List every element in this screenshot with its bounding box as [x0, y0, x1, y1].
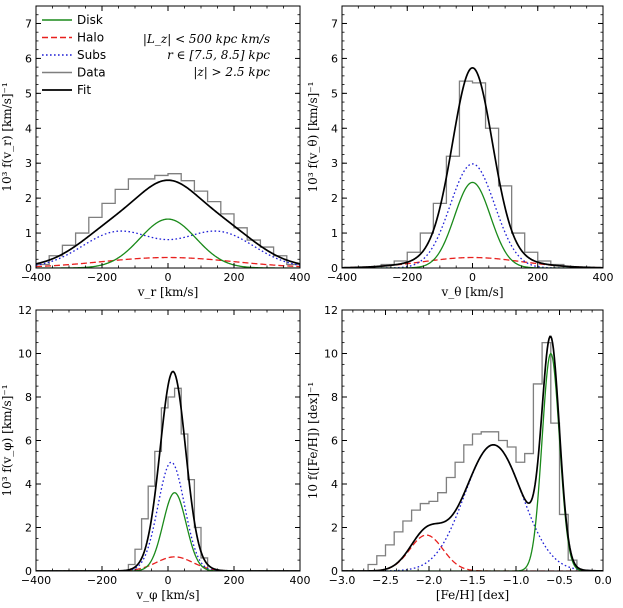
x-tick-label: 0: [165, 271, 172, 284]
legend-label-fit: Fit: [77, 83, 91, 97]
x-tick-label: −200: [87, 574, 117, 587]
disk-curve: [342, 352, 603, 571]
y-tick-label: 10: [18, 348, 32, 361]
y-tick-label: 5: [25, 87, 32, 100]
y-tick-label: 8: [331, 391, 338, 404]
x-tick-label: −200: [392, 271, 422, 284]
y-tick-label: 4: [25, 478, 32, 491]
panel-vtheta: −400 −200 0 200 400 0 1 2 3 4 5 6 7 v_θ [km/s] 10³ f(v…: [306, 5, 614, 299]
y-tick-label: 2: [331, 522, 338, 535]
x-axis-label: v_θ [km/s]: [440, 285, 503, 299]
y-tick-label: 7: [331, 17, 338, 30]
x-tick-label: −2.0: [416, 574, 443, 587]
y-tick-label: 0: [331, 262, 338, 275]
subs-curve: [342, 163, 603, 268]
legend-label-subs: Subs: [77, 48, 106, 62]
x-tick-label: −1.0: [503, 574, 530, 587]
y-tick-label: 3: [25, 157, 32, 170]
y-axis-label: 10³ f(v_φ) [km/s]⁻¹: [0, 384, 14, 496]
data-histogram: [36, 173, 300, 268]
y-tick-label: 0: [25, 262, 32, 275]
panel-feh: −3.0 −2.5 −2.0 −1.5 −1.0 −0.5 0.0 0 2 4 6 8 10 12 [Fe/…: [306, 304, 612, 602]
x-tick-label: 200: [224, 574, 245, 587]
annotation-line: r ∈ [7.5, 8.5] kpc: [167, 48, 270, 62]
y-axis-label: 10³ f(v_θ) [km/s]⁻¹: [306, 82, 320, 193]
y-tick-label: 5: [331, 87, 338, 100]
x-tick-label: 400: [290, 271, 311, 284]
y-tick-label: 10: [324, 348, 338, 361]
fit-curve: [36, 370, 300, 571]
y-tick-label: 12: [18, 304, 32, 317]
x-axis-label: [Fe/H] [dex]: [436, 588, 509, 602]
y-tick-label: 8: [25, 391, 32, 404]
x-tick-label: −400: [21, 271, 51, 284]
x-tick-label: −0.5: [546, 574, 573, 587]
selection-annotation: |L_z| < 500 kpc km/s r ∈ [7.5, 8.5] kpc |z…: [143, 32, 270, 79]
annotation-line: |L_z| < 500 kpc km/s: [143, 32, 270, 46]
y-tick-label: 2: [331, 192, 338, 205]
y-tick-label: 3: [331, 157, 338, 170]
y-tick-label: 4: [331, 478, 338, 491]
data-histogram: [367, 341, 578, 571]
y-tick-label: 1: [25, 227, 32, 240]
y-tick-label: 2: [25, 522, 32, 535]
y-tick-label: 4: [331, 122, 338, 135]
plot-area: [342, 66, 603, 268]
y-tick-label: 6: [25, 435, 32, 448]
axes-frame: [341, 5, 604, 269]
y-tick-label: 1: [331, 227, 338, 240]
y-tick-label: 6: [25, 52, 32, 65]
y-tick-label: 12: [324, 304, 338, 317]
y-tick-label: 2: [25, 192, 32, 205]
y-axis-label: 10 f([Fe/H]) [dex]⁻¹: [306, 382, 320, 499]
x-tick-label: 0.0: [594, 574, 612, 587]
x-tick-label: −400: [327, 271, 357, 284]
legend: Disk Halo Subs Data Fit: [42, 13, 106, 97]
x-tick-label: 200: [527, 271, 548, 284]
halo-curve: [342, 534, 603, 571]
x-axis-label: v_φ [km/s]: [135, 588, 199, 602]
fit-curve: [342, 66, 603, 268]
x-tick-label: −2.5: [372, 574, 399, 587]
x-tick-label: −200: [87, 271, 117, 284]
panel-vphi: −400 −200 0 200 400 0 2 4 6 8 10 12 v_φ [km/s] 10³ f(…: [0, 304, 311, 602]
y-tick-label: 6: [331, 52, 338, 65]
disk-curve: [36, 492, 300, 571]
subs-curve: [36, 230, 300, 266]
axes-frame: [35, 309, 301, 572]
panel-vr: −400 −200 0 200 400 0 1 2 3 4 5 6 7 v_r [km/s] 10³ f(v…: [0, 5, 311, 299]
y-axis-label: 10³ f(v_r) [km/s]⁻¹: [0, 82, 14, 191]
x-tick-label: 0: [165, 574, 172, 587]
x-tick-label: 200: [224, 271, 245, 284]
plot-area: [36, 173, 300, 268]
y-tick-label: 0: [25, 565, 32, 578]
subs-curve: [36, 461, 300, 571]
x-tick-label: −3.0: [329, 574, 356, 587]
y-tick-label: 4: [25, 122, 32, 135]
x-tick-label: 400: [290, 574, 311, 587]
fit-curve: [36, 179, 300, 265]
y-tick-label: 6: [331, 435, 338, 448]
data-histogram: [127, 387, 209, 571]
x-tick-label: 0: [469, 271, 476, 284]
x-tick-label: −1.5: [459, 574, 486, 587]
legend-label-data: Data: [77, 66, 106, 80]
y-tick-label: 0: [331, 565, 338, 578]
plot-area: [342, 335, 603, 571]
fit-curve: [342, 335, 603, 571]
disk-curve: [342, 181, 603, 268]
legend-label-halo: Halo: [77, 31, 104, 45]
legend-label-disk: Disk: [77, 13, 103, 27]
y-tick-label: 7: [25, 17, 32, 30]
x-axis-label: v_r [km/s]: [137, 285, 199, 299]
x-tick-label: 400: [593, 271, 614, 284]
x-tick-label: −400: [21, 574, 51, 587]
annotation-line: |z| > 2.5 kpc: [193, 65, 270, 79]
halo-curve: [36, 256, 300, 268]
data-histogram: [380, 80, 565, 268]
plot-area: [36, 370, 300, 571]
